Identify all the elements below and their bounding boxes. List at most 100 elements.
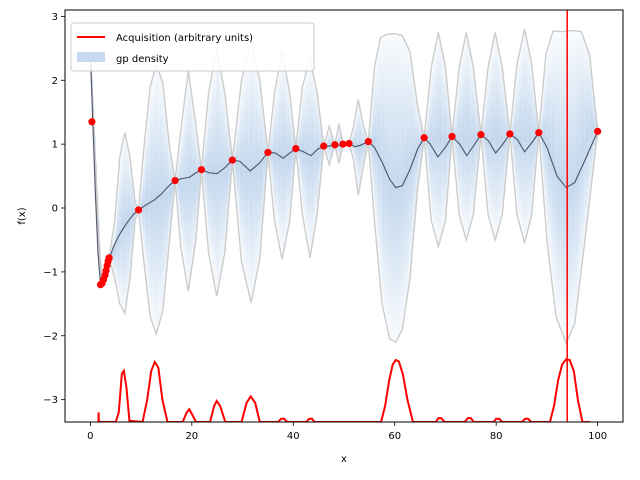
gp-density-strip xyxy=(181,123,184,253)
y-tick-label: 2 xyxy=(52,76,58,87)
gp-density-strip xyxy=(393,33,396,341)
gp-density-strip xyxy=(251,43,253,302)
gp-density-strip xyxy=(437,34,440,245)
legend-density-swatch xyxy=(77,52,105,62)
gp-lower-bound-line xyxy=(89,51,599,346)
gp-upper-bound-line xyxy=(89,29,599,282)
gp-density-strip xyxy=(460,59,463,220)
gp-density-strip xyxy=(475,89,478,188)
gp-density-strip xyxy=(185,92,188,275)
gp-density-strip xyxy=(517,60,520,218)
gp-density-strip xyxy=(521,43,524,232)
gp-density-strip xyxy=(171,159,174,219)
gp-density-strip xyxy=(524,31,526,242)
gp-density-strip xyxy=(275,87,278,226)
gp-density-strip xyxy=(293,125,295,179)
gp-density-strip xyxy=(180,133,182,244)
gp-density-strip xyxy=(234,137,237,189)
gp-density-strip xyxy=(274,95,276,219)
gp-density-strip xyxy=(179,144,181,229)
gp-density-strip xyxy=(262,107,265,220)
gp-density-strip xyxy=(389,34,392,339)
gp-density-strip xyxy=(577,31,579,303)
gp-density-strip xyxy=(115,208,118,284)
gp-density-strip xyxy=(222,79,224,267)
gp-density-strip xyxy=(558,31,560,323)
gp-density-strip xyxy=(459,66,461,216)
observation-point xyxy=(506,130,514,138)
gp-density-strip xyxy=(588,52,591,208)
gp-density-strip xyxy=(194,114,196,251)
gp-density-strip xyxy=(161,79,163,316)
gp-density-strip xyxy=(527,45,530,230)
gp-density-strip xyxy=(247,56,250,288)
gp-density-strip xyxy=(402,35,404,330)
gp-density-strip xyxy=(534,88,536,186)
gp-density-strip xyxy=(186,82,189,283)
gp-density-strip xyxy=(271,118,274,192)
gp-density-strip xyxy=(163,93,166,300)
gp-density-strip xyxy=(281,52,284,258)
gp-density-strip xyxy=(317,95,319,212)
gp-density-strip xyxy=(373,82,375,205)
gp-density-strip xyxy=(441,48,444,235)
observation-point xyxy=(264,148,272,157)
gp-density-strip xyxy=(213,66,215,279)
gp-density-strip xyxy=(111,239,114,269)
gp-density-strip xyxy=(408,48,411,287)
gp-density-strip xyxy=(190,86,193,276)
gp-density-strip xyxy=(440,42,442,240)
gp-density-strip xyxy=(385,34,388,322)
gp-density-strip xyxy=(439,36,441,244)
x-tick-label: 80 xyxy=(490,431,503,442)
gp-density-strip xyxy=(357,100,360,194)
gp-density-strip xyxy=(246,61,248,283)
gp-density-strip xyxy=(492,46,494,230)
gp-density-strip xyxy=(308,63,311,250)
observation-point xyxy=(594,127,602,135)
observation-point xyxy=(448,132,456,141)
gp-density-strip xyxy=(582,34,584,261)
x-tick-label: 100 xyxy=(588,431,607,442)
gp-density-strip xyxy=(544,71,546,207)
gp-density-strip xyxy=(224,93,227,253)
axes-frame xyxy=(64,9,624,423)
gp-density-strip xyxy=(158,71,161,325)
gp-density-strip xyxy=(493,39,496,235)
gp-density-strip xyxy=(551,34,554,283)
observation-point xyxy=(171,176,179,185)
gp-density-strip xyxy=(445,67,448,221)
legend-density-label: gp density xyxy=(116,54,169,65)
gp-density-strip xyxy=(248,51,251,294)
gp-density-strip xyxy=(446,80,449,205)
gp-density-strip xyxy=(503,80,506,199)
gp-density-strip xyxy=(311,62,313,252)
x-axis-ticks: 0 20 40 60 80 100 xyxy=(87,422,607,442)
gp-density-strip xyxy=(280,59,283,252)
y-tick-label: −3 xyxy=(43,395,58,406)
gp-density-strip xyxy=(199,153,201,196)
gp-density-strip xyxy=(576,30,578,313)
gp-density-strip xyxy=(278,73,280,239)
gp-density-strip xyxy=(371,98,374,188)
gp-density-strip xyxy=(573,30,576,327)
gp-density-strip xyxy=(337,130,340,158)
gp-density-strip xyxy=(461,53,464,225)
observation-point xyxy=(320,142,328,150)
gp-density-strip xyxy=(228,126,231,207)
gp-density-strip xyxy=(359,104,361,190)
gp-density-strip xyxy=(165,105,167,286)
gp-density-strip xyxy=(497,43,500,232)
legend: Acquisition (arbitrary units) gp density xyxy=(70,22,315,72)
gp-density-strip xyxy=(584,41,587,240)
y-tick-label: 0 xyxy=(52,204,58,215)
gp-density-strip xyxy=(300,100,303,200)
gp-density-strip xyxy=(374,67,377,221)
gp-density-strip xyxy=(399,34,402,335)
legend-acquisition-label: Acquisition (arbitrary units) xyxy=(116,33,253,44)
gp-density-strip xyxy=(376,54,379,249)
gp-density-strip xyxy=(363,123,365,168)
gp-density-strip xyxy=(498,49,501,228)
gp-density-strip xyxy=(155,68,157,331)
